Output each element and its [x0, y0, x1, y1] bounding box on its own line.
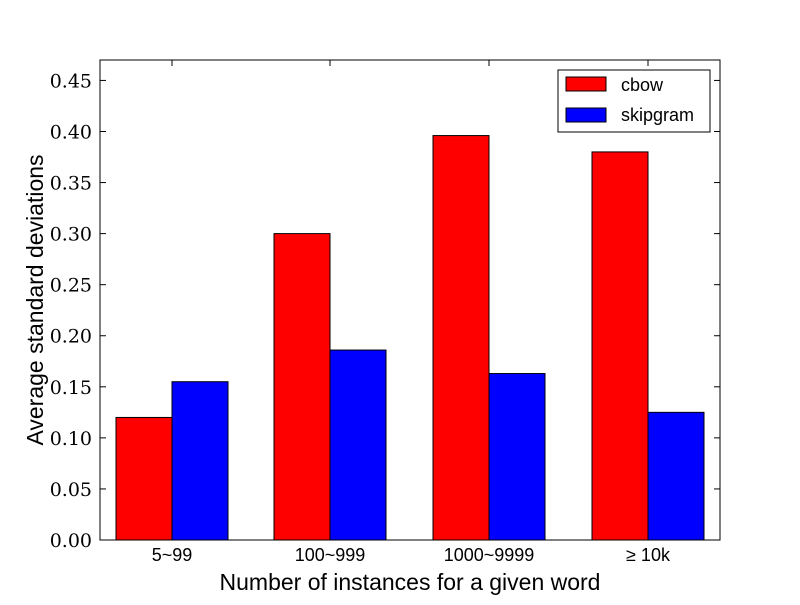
y-tick-label: 0.40 [50, 121, 92, 143]
y-tick-label: 0.10 [50, 428, 92, 450]
y-tick-label: 0.20 [50, 326, 92, 348]
y-axis-label: Average standard deviations [22, 154, 48, 445]
y-tick-label: 0.45 [50, 70, 92, 92]
bar-cbow-0 [115, 416, 173, 541]
x-tick-label: 100~999 [295, 545, 366, 565]
bar-cbow-1 [273, 233, 331, 541]
y-tick-label: 0.30 [50, 224, 92, 246]
x-tick-label: 1000~9999 [444, 545, 535, 565]
plot-area-frame [99, 59, 721, 541]
bars-group [115, 135, 705, 541]
x-axis-ticks: 5~99 100~999 1000~9999 ≥ 10k [152, 60, 671, 565]
x-axis-label: Number of instances for a given word [220, 569, 601, 595]
legend-label-cbow: cbow [621, 75, 664, 95]
bar-cbow-3 [591, 151, 649, 541]
bar-skipgram-0 [171, 381, 229, 541]
bar-skipgram-3 [647, 411, 705, 541]
bar-skipgram-1 [329, 349, 387, 541]
x-tick-label: ≥ 10k [626, 545, 671, 565]
y-tick-label: 0.05 [50, 479, 92, 501]
y-axis-ticks: 0.00 0.05 0.10 0.15 0.20 0.25 0.30 0.35 0.40 0.45 [50, 70, 720, 552]
legend: cbow skipgram [557, 69, 711, 133]
bar-skipgram-2 [488, 373, 546, 541]
legend-swatch-cbow [565, 76, 607, 92]
y-tick-label: 0.35 [50, 173, 92, 195]
x-tick-label: 5~99 [152, 545, 193, 565]
y-tick-label: 0.00 [50, 530, 92, 552]
legend-swatch-skipgram [565, 107, 607, 123]
legend-label-skipgram: skipgram [621, 105, 694, 125]
bar-cbow-2 [432, 135, 490, 541]
y-tick-label: 0.15 [50, 377, 92, 399]
y-tick-label: 0.25 [50, 275, 92, 297]
